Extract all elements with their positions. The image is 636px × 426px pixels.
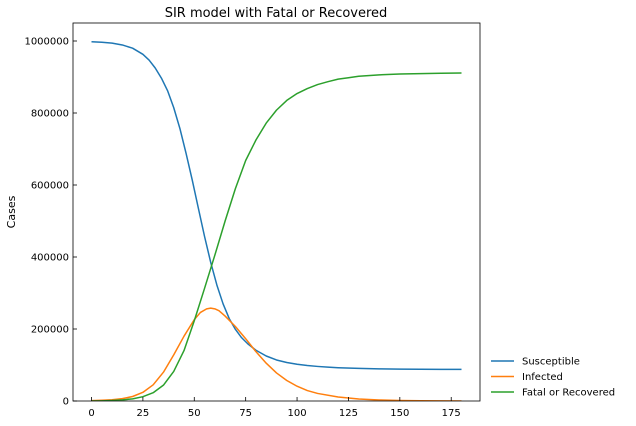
x-tick-label: 125	[339, 408, 358, 419]
x-tick-label: 150	[390, 408, 409, 419]
y-tick-label: 1000000	[24, 37, 69, 48]
x-tick-label: 25	[137, 408, 150, 419]
legend-label-susceptible: Susceptible	[522, 357, 580, 368]
y-tick-label: 200000	[31, 325, 69, 336]
y-tick-label: 400000	[31, 253, 69, 264]
legend-label-infected: Infected	[522, 372, 563, 383]
series-line-fatal-or-recovered	[91, 72, 462, 401]
x-tick-label: 50	[188, 408, 201, 419]
axes-frame	[72, 22, 481, 402]
x-tick-label: 100	[288, 408, 307, 419]
y-tick-label: 600000	[31, 181, 69, 192]
series-line-susceptible	[91, 40, 462, 371]
legend-label-fatal-or-recovered: Fatal or Recovered	[522, 388, 615, 399]
legend: Susceptible Infected Fatal or Recovered	[491, 357, 615, 399]
y-tick-label: 0	[63, 397, 69, 408]
series-line-infected	[91, 307, 462, 401]
x-tick-label: 0	[88, 408, 94, 419]
chart-title: SIR model with Fatal or Recovered	[165, 6, 388, 21]
plot-area: 0 25 50 75 100 125 150 175 0 200000 400000 600000 80…	[24, 22, 481, 419]
y-tick-label: 800000	[31, 109, 69, 120]
x-tick-label: 75	[239, 408, 252, 419]
x-tick-label: 175	[442, 408, 461, 419]
y-axis-label: Cases	[5, 195, 18, 228]
